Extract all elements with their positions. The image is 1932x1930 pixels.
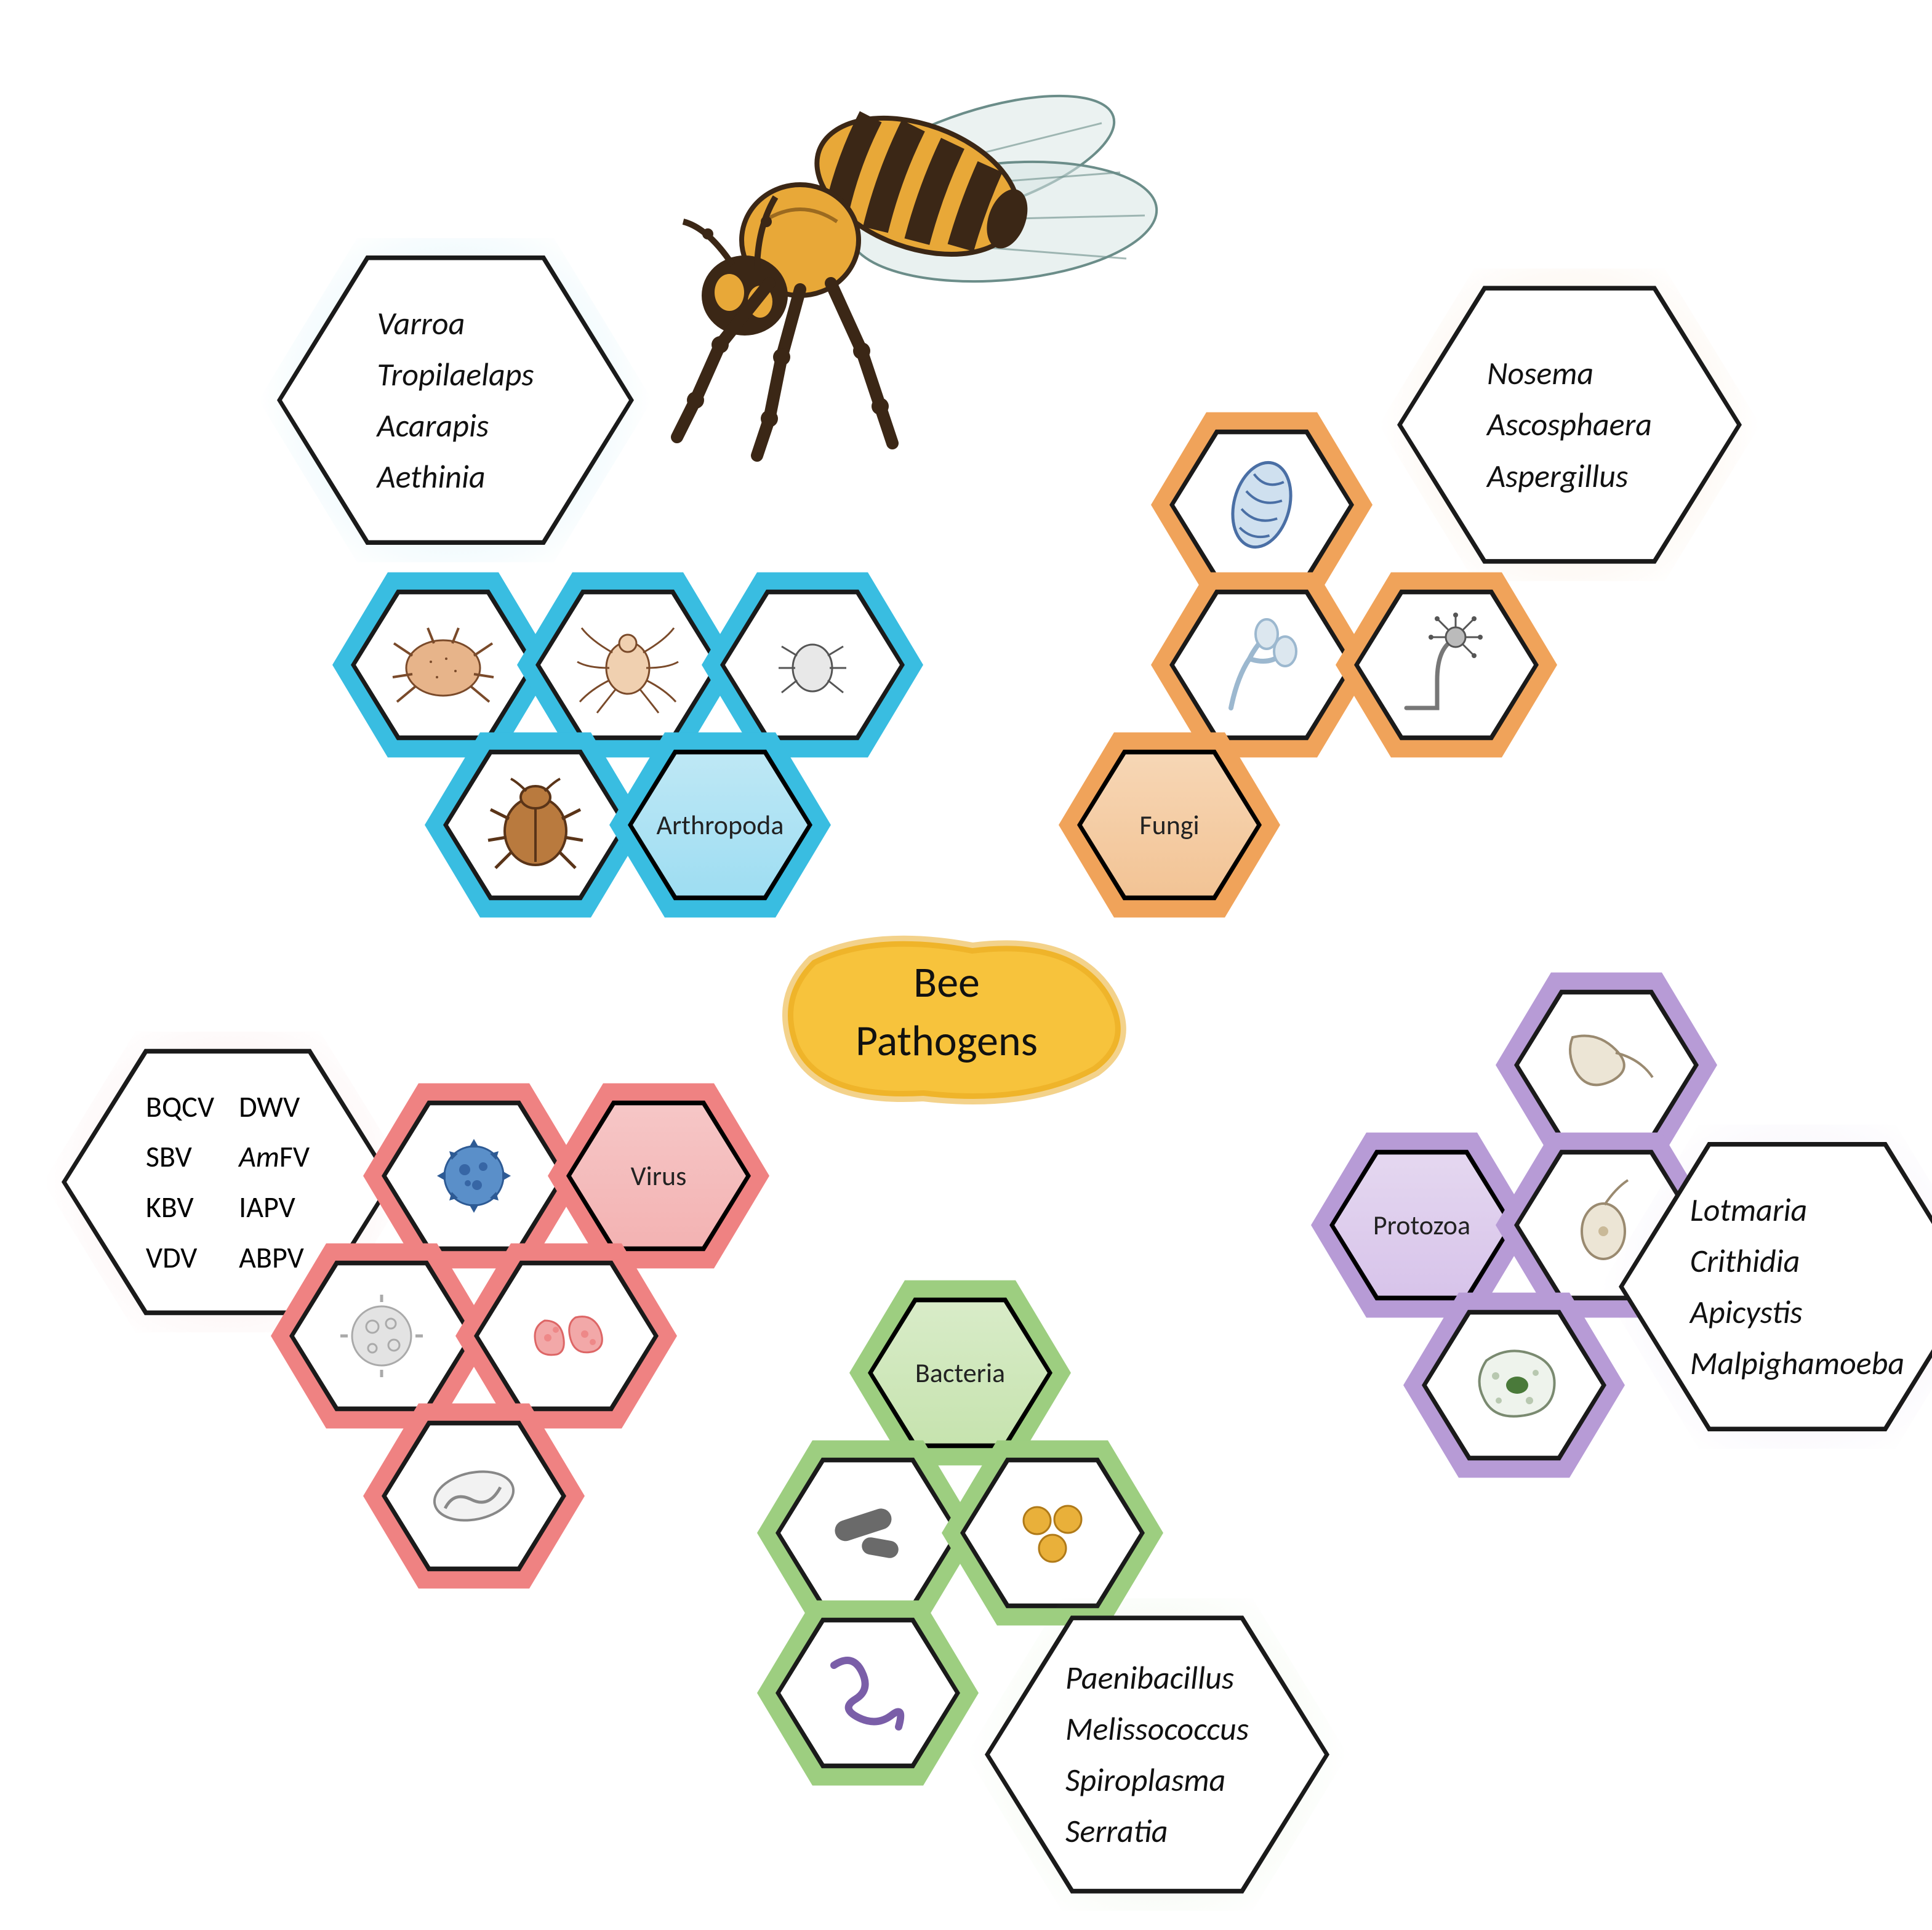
fungi-taxa-list: Nosema Ascosphaera Aspergillus: [1487, 348, 1652, 502]
taxon: Apicystis: [1690, 1287, 1904, 1338]
protozoa-taxa-list: Lotmaria Crithidia Apicystis Malpighamoe…: [1690, 1184, 1904, 1389]
fungi-label: Fungi: [1139, 808, 1199, 842]
taxon: Malpighamoeba: [1690, 1338, 1904, 1389]
diagram-title: Bee Pathogens: [856, 953, 1038, 1069]
taxon: BQCV: [146, 1082, 214, 1132]
virus-label: Virus: [631, 1159, 687, 1192]
arthropoda-label: Arthropoda: [656, 808, 784, 842]
taxon: DWV: [239, 1082, 310, 1132]
virus-grey-icon: [335, 1290, 428, 1382]
taxon: Aspergillus: [1487, 451, 1652, 502]
coccus-icon: [1006, 1490, 1099, 1576]
taxon-amfv: AmFV: [239, 1132, 310, 1182]
taxon: KBV: [146, 1182, 214, 1232]
protozoa-label: Protozoa: [1373, 1208, 1470, 1242]
capsid-icon: [422, 1459, 526, 1533]
taxon: Nosema: [1487, 348, 1652, 399]
spiroplasma-icon: [819, 1647, 917, 1739]
taxon: Varroa: [377, 298, 534, 349]
taxon: Spiroplasma: [1065, 1755, 1249, 1806]
virus-taxa-list: BQCV SBV KBV VDV DWV AmFV IAPV ABPV: [146, 1082, 310, 1282]
flagellate1-icon: [1554, 1019, 1659, 1111]
mite-icon: [388, 619, 499, 711]
bacteria-label: Bacteria: [915, 1356, 1005, 1389]
title-line2: Pathogens: [856, 1014, 1038, 1067]
mold-icon: [1213, 616, 1311, 714]
virus-pink-icon: [514, 1290, 619, 1382]
arthropoda-taxa-list: Varroa Tropilaelaps Acarapis Aethinia: [377, 298, 534, 503]
bee-icon: [615, 37, 1169, 468]
taxon: ABPV: [239, 1232, 310, 1283]
taxon: Lotmaria: [1690, 1184, 1904, 1236]
taxon: Paenibacillus: [1065, 1652, 1249, 1703]
bacteria-taxa-list: Paenibacillus Melissococcus Spiroplasma …: [1065, 1652, 1249, 1857]
beetle-icon: [483, 776, 588, 874]
taxon: Ascosphaera: [1487, 399, 1652, 450]
bacillus-icon: [819, 1490, 917, 1576]
taxon: Tropilaelaps: [377, 349, 534, 400]
title-line1: Bee: [913, 955, 980, 1008]
taxon: VDV: [146, 1232, 214, 1283]
taxon: Melissococcus: [1065, 1703, 1249, 1755]
taxon: Acarapis: [377, 400, 534, 451]
taxon: SBV: [146, 1132, 214, 1182]
taxon: Aethinia: [377, 451, 534, 502]
amoeba-icon: [1462, 1336, 1566, 1434]
taxon: IAPV: [239, 1182, 310, 1232]
diagram-canvas: Bee Pathogens Varroa Tropilaelaps Acarap…: [0, 0, 1932, 1930]
aspergillus-icon: [1394, 613, 1499, 717]
tick-icon: [572, 616, 683, 714]
small-mite-icon: [769, 625, 856, 705]
taxon: Serratia: [1065, 1806, 1249, 1857]
virus-blue-icon: [425, 1127, 523, 1225]
spore-icon: [1216, 452, 1308, 557]
taxon: Crithidia: [1690, 1236, 1904, 1287]
